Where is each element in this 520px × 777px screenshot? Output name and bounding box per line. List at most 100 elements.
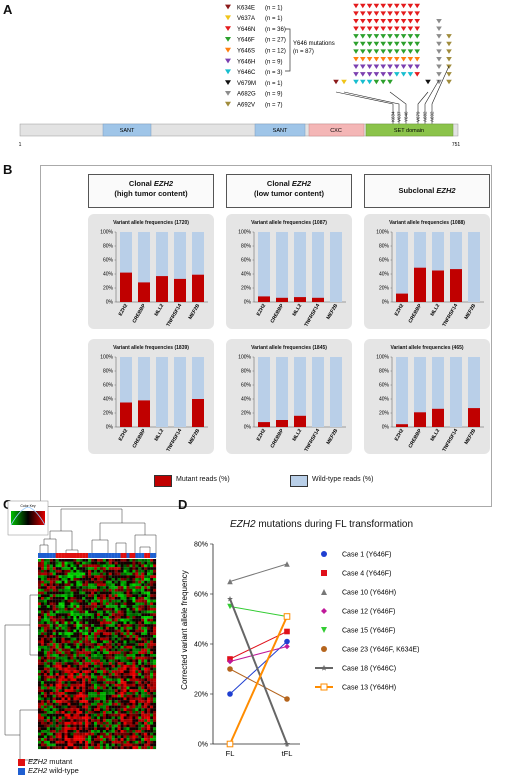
heatmap-cell [105, 716, 109, 720]
heatmap-cell [114, 645, 118, 649]
heatmap-cell [85, 561, 89, 565]
heatmap-cell [58, 597, 62, 600]
heatmap-cell [153, 670, 157, 674]
heatmap-cell [79, 561, 83, 565]
heatmap-cell [132, 648, 136, 652]
heatmap-cell [70, 564, 74, 568]
heatmap-cell [126, 588, 130, 592]
heatmap-cell [70, 700, 74, 703]
heatmap-cell [99, 575, 103, 579]
y646-marker [414, 49, 420, 54]
heatmap-cell [132, 624, 136, 627]
heatmap-cell [85, 594, 89, 598]
heatmap-cell [46, 667, 50, 671]
heatmap-cell [108, 735, 112, 739]
heatmap-cell [97, 727, 101, 731]
heatmap-cell [46, 735, 50, 739]
heatmap-cell [82, 607, 86, 611]
sample-group-cell [70, 553, 74, 558]
heatmap-cell [97, 730, 101, 733]
heatmap-cell [70, 694, 74, 698]
heatmap-cell [70, 637, 74, 641]
heatmap-cell [82, 643, 86, 646]
heatmap-cell [85, 724, 89, 728]
heatmap-cell [55, 569, 59, 573]
y-tick-label: 80% [103, 244, 114, 250]
heatmap-cell [91, 654, 95, 657]
vaf-chart-svg: 0%20%40%60%80%100%EZH2 CREBBP MLL2 TNFRSF14… [376, 230, 484, 328]
heatmap-cell [55, 724, 59, 728]
heatmap-cell [88, 705, 92, 709]
heatmap-cell [111, 648, 115, 652]
heatmap-cell [97, 670, 101, 674]
heatmap-cell [82, 561, 86, 565]
heatmap-cell [105, 591, 109, 595]
heatmap-cell [76, 597, 80, 600]
heatmap-cell [99, 605, 103, 608]
y-tick-label: 60% [103, 258, 114, 264]
heatmap-cell [108, 583, 112, 587]
heatmap-cell [73, 591, 77, 595]
heatmap-cell [88, 637, 92, 641]
y-tick-label: 0% [382, 300, 390, 306]
heatmap-cell [85, 643, 89, 646]
heatmap-cell [40, 670, 44, 674]
heatmap-cell [138, 610, 142, 614]
heatmap-cell [38, 724, 42, 728]
heatmap-cell [76, 632, 80, 636]
heatmap-cell [138, 618, 142, 622]
heatmap-cell [102, 689, 106, 693]
y-tick-label: 80% [379, 369, 390, 375]
gene-label-tnfrsf14: TNFRSF14 [441, 428, 459, 453]
heatmap-cell [123, 626, 127, 630]
heatmap-cell [138, 643, 142, 646]
heatmap-cell [147, 681, 151, 684]
heatmap-cell [73, 735, 77, 739]
heatmap-cell [85, 735, 89, 739]
heatmap-cell [141, 626, 145, 630]
heatmap-cell [120, 673, 124, 676]
heatmap-cell [82, 667, 86, 671]
heatmap-cell [108, 724, 112, 728]
heatmap-cell [52, 624, 56, 627]
heatmap-cell [49, 656, 53, 660]
heatmap-cell [108, 640, 112, 644]
heatmap-cell [43, 686, 47, 690]
mutation-count-v679m: (n = 1) [265, 81, 283, 87]
heatmap-cell [85, 694, 89, 698]
heatmap-cell [153, 635, 157, 638]
heatmap-cell [49, 645, 53, 649]
mutation-count-v637a: (n = 1) [265, 16, 283, 22]
y-tick-label: 80% [241, 244, 252, 250]
heatmap-cell [73, 681, 77, 684]
heatmap-cell [61, 659, 65, 663]
y646-marker [387, 56, 393, 62]
sample-group-cell [43, 553, 47, 558]
heatmap-cell [61, 689, 65, 693]
heatmap-cell [153, 697, 157, 701]
heatmap-cell [117, 730, 121, 733]
y-tick-label: 20% [194, 692, 208, 699]
heatmap-cell [43, 697, 47, 701]
heatmap-cell [94, 610, 98, 614]
heatmap-cell [91, 632, 95, 636]
mutation-count-a682g: (n = 9) [265, 92, 283, 98]
heatmap-cell [102, 708, 106, 712]
y646-marker [360, 64, 366, 70]
y646-marker [380, 56, 386, 62]
heatmap-cell [94, 569, 98, 573]
heatmap-cell [52, 621, 56, 625]
heatmap-cell [58, 583, 62, 587]
sample-group-cell [85, 553, 89, 558]
heatmap-cell [76, 716, 80, 720]
heatmap-cell [52, 637, 56, 641]
heatmap-cell [82, 659, 86, 663]
heatmap-cell [147, 624, 151, 627]
heatmap-cell [141, 616, 145, 619]
heatmap-cell [64, 686, 68, 690]
heatmap-cell [58, 702, 62, 706]
heatmap-cell [64, 705, 68, 709]
gene-label-crebbp: CREBBP [131, 302, 147, 324]
heatmap-cell [111, 686, 115, 690]
heatmap-cell [132, 621, 136, 625]
